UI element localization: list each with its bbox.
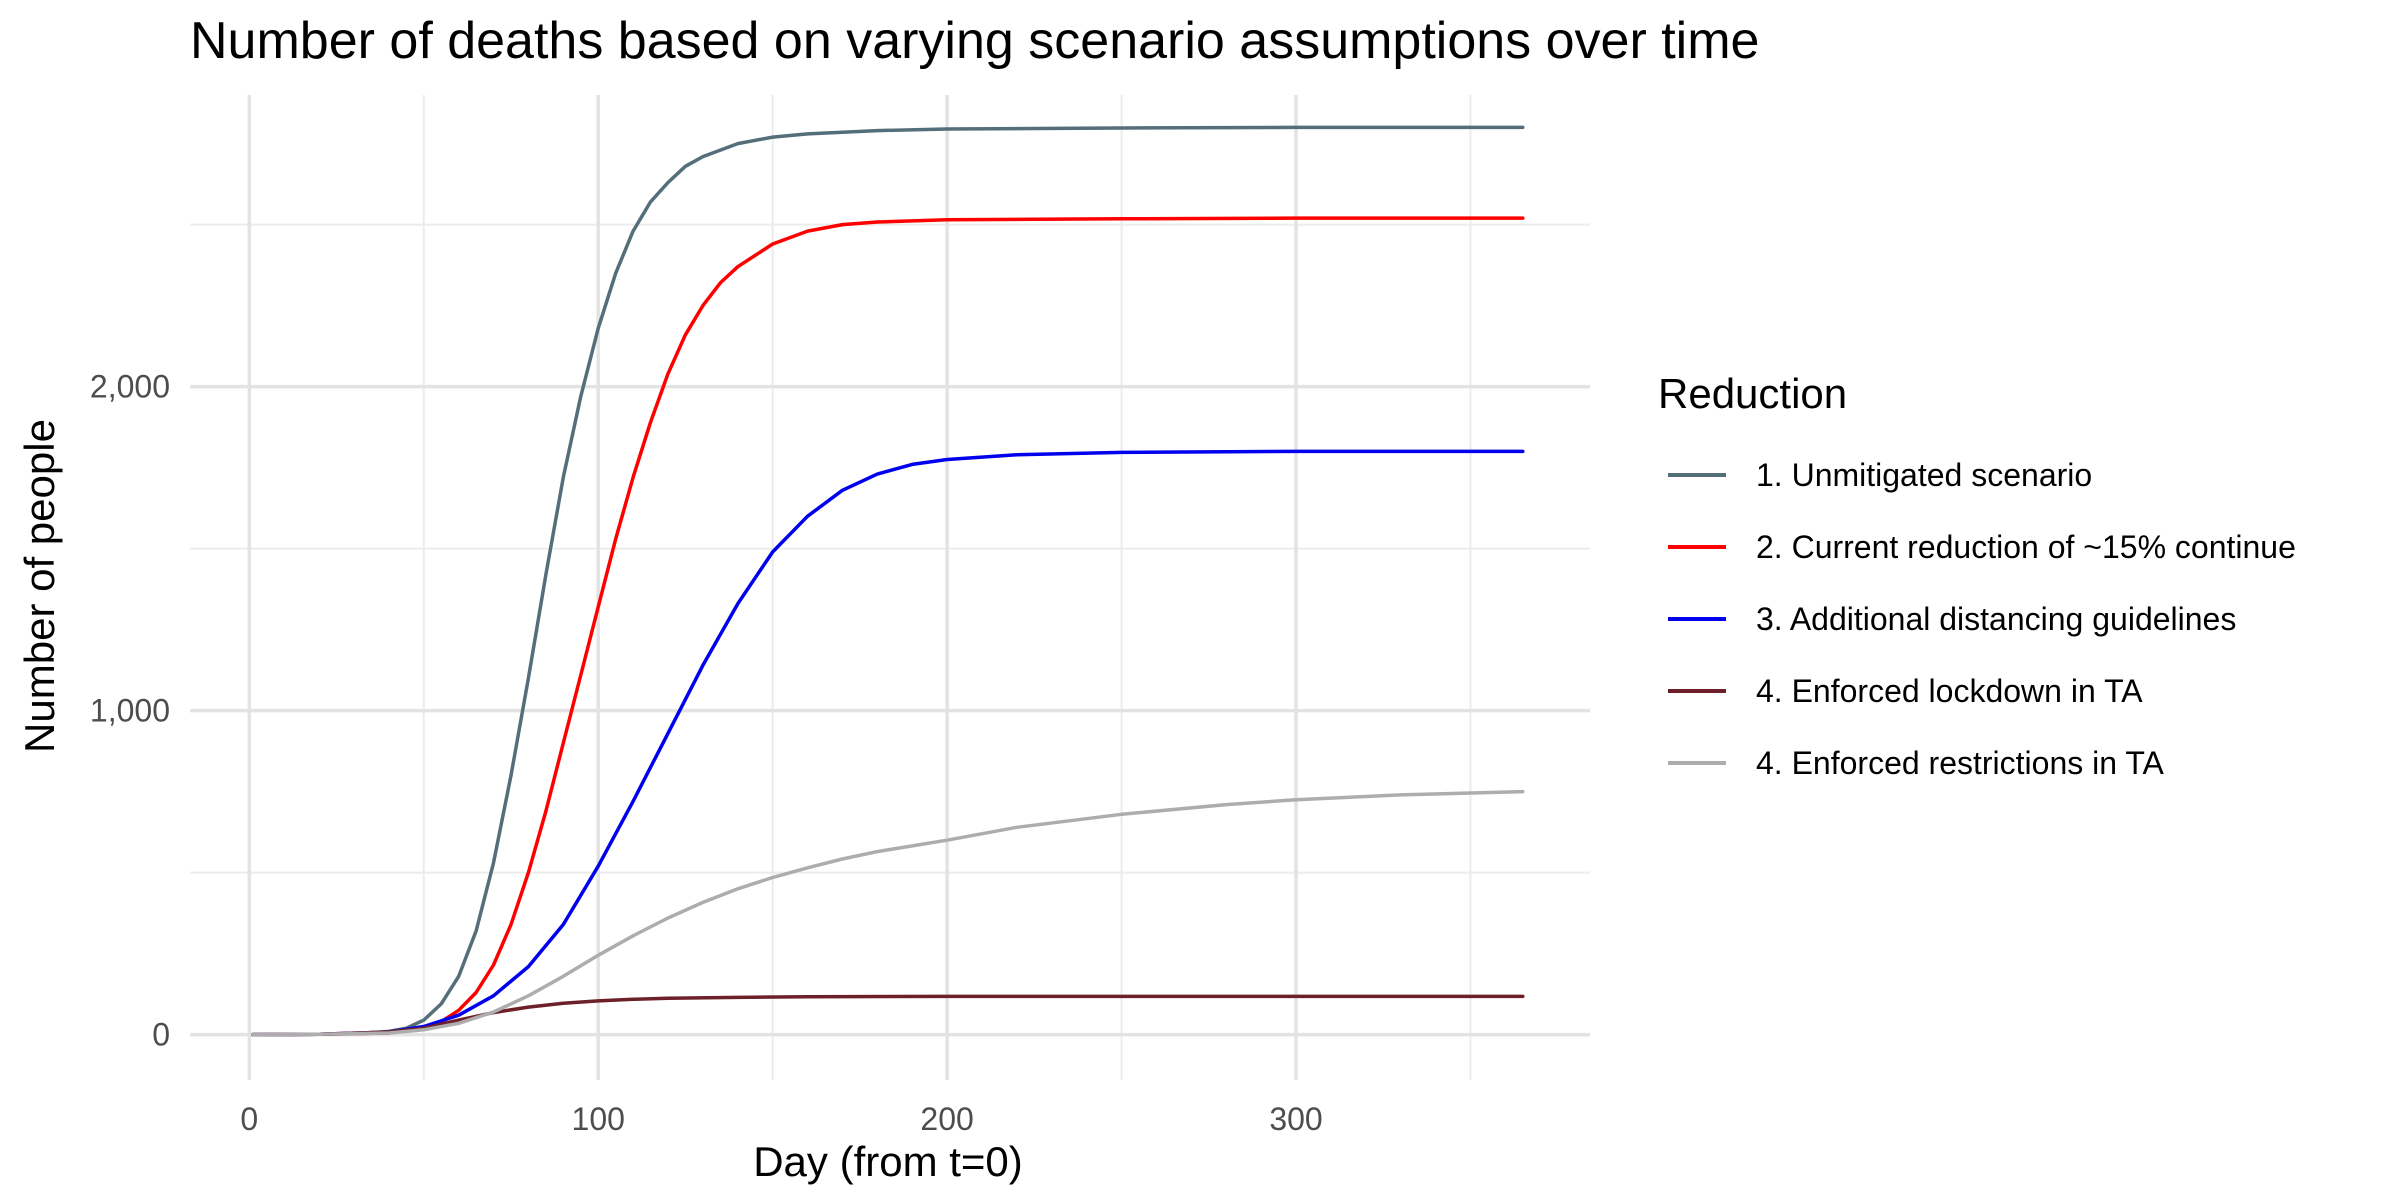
x-axis-label: Day (from t=0)	[753, 1138, 1023, 1185]
x-tick-label: 0	[240, 1101, 258, 1137]
legend-label-3: 3. Additional distancing guidelines	[1756, 601, 2236, 637]
x-tick-label: 100	[572, 1101, 625, 1137]
x-tick-label: 300	[1269, 1101, 1322, 1137]
series-lines	[251, 125, 1525, 1037]
y-axis-label: Number of people	[16, 419, 63, 753]
x-tick-label: 200	[920, 1101, 973, 1137]
series-line-2	[251, 216, 1525, 1037]
legend: Reduction 1. Unmitigated scenario 2. Curr…	[1658, 370, 2296, 781]
legend-label-4: 4. Enforced lockdown in TA	[1756, 673, 2143, 709]
legend-label-5: 4. Enforced restrictions in TA	[1756, 745, 2165, 781]
chart-title: Number of deaths based on varying scenar…	[190, 12, 1759, 70]
legend-title: Reduction	[1658, 370, 1847, 417]
grid	[190, 95, 1590, 1080]
axis-ticks: 0 100 200 300 0 1,000 2,000	[90, 369, 1323, 1137]
y-tick-label: 0	[152, 1017, 170, 1053]
y-tick-label: 1,000	[90, 693, 170, 729]
legend-label-2: 2. Current reduction of ~15% continue	[1756, 529, 2296, 565]
y-tick-label: 2,000	[90, 369, 170, 405]
series-line-1	[251, 125, 1525, 1037]
series-line-3	[251, 449, 1525, 1037]
series-line-5	[251, 789, 1525, 1037]
legend-label-1: 1. Unmitigated scenario	[1756, 457, 2092, 493]
